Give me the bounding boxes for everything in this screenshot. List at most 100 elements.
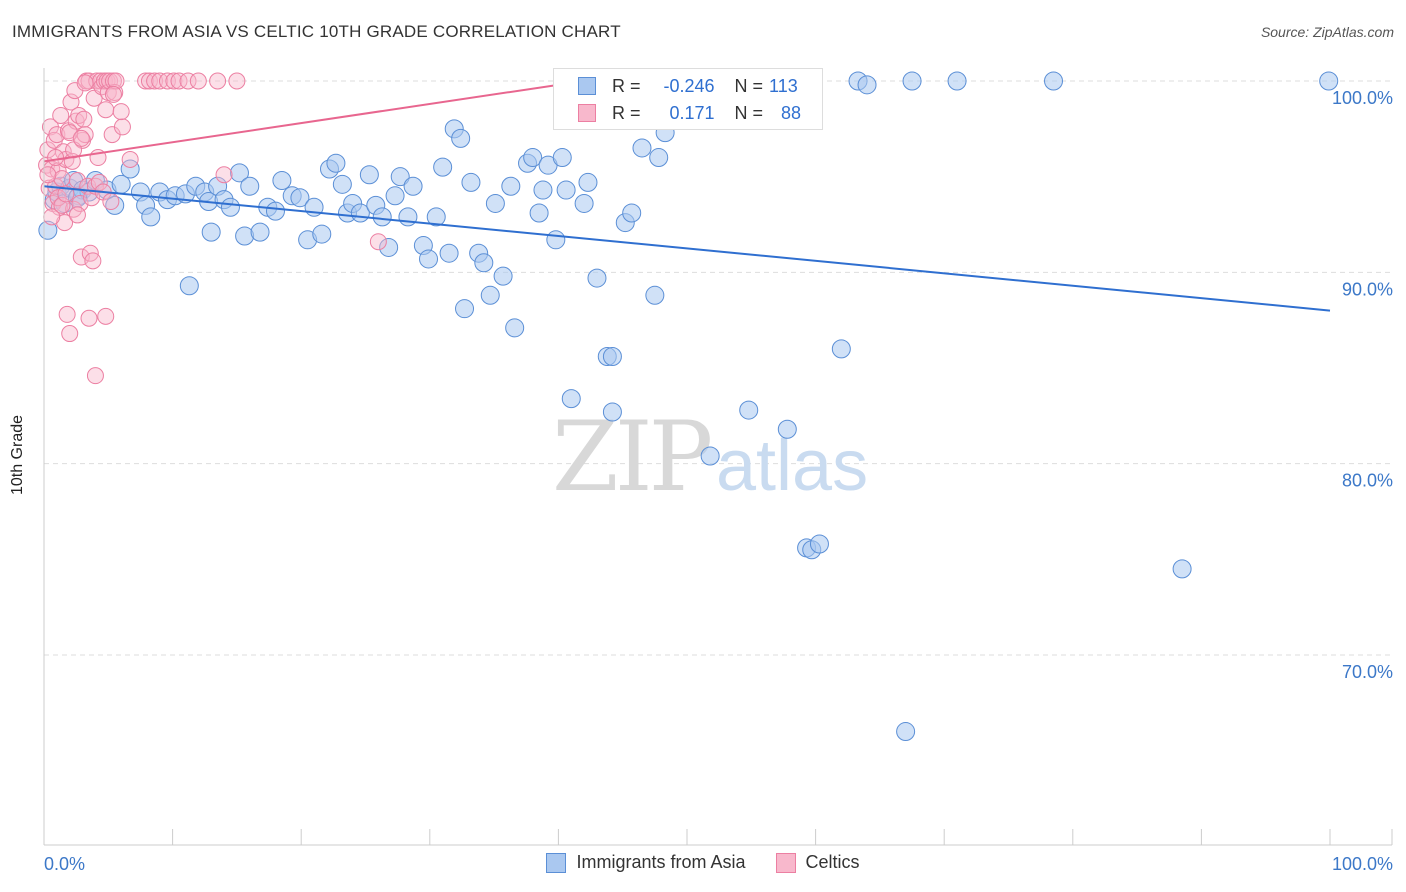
y-tick-label: 70.0% — [1342, 662, 1393, 682]
asia-point — [602, 347, 622, 367]
celtic-point — [39, 166, 57, 184]
stats-legend: R = -0.246 N = 113 R = 0.171 N = 88 — [553, 68, 823, 130]
legend-n-label: N = — [734, 102, 764, 123]
asia-point — [433, 157, 453, 177]
asia-point — [390, 167, 410, 187]
celtic-point — [62, 93, 80, 111]
celtic-point — [102, 193, 120, 211]
asia-point — [419, 249, 439, 269]
asia-point — [533, 180, 553, 200]
celtic-trend-line — [43, 80, 585, 163]
celtic-point — [58, 305, 76, 323]
legend-swatch-asia — [578, 77, 596, 95]
asia-point — [240, 176, 260, 196]
asia-point — [1044, 71, 1064, 91]
asia-point — [229, 163, 249, 183]
asia-point — [312, 224, 332, 244]
asia-point — [896, 722, 916, 742]
celtic-point — [76, 74, 94, 92]
asia-point — [574, 193, 594, 213]
celtic-point — [121, 150, 139, 168]
asia-point — [120, 159, 140, 179]
asia-point — [451, 128, 471, 148]
chart-title: IMMIGRANTS FROM ASIA VS CELTIC 10TH GRAD… — [12, 22, 621, 41]
celtic-point — [47, 149, 65, 167]
asia-point — [461, 172, 481, 192]
asia-point — [587, 268, 607, 288]
asia-point — [474, 253, 494, 273]
trend-lines — [43, 80, 1331, 312]
celtic-point — [72, 129, 90, 147]
legend-item-celtics[interactable]: Celtics — [775, 852, 860, 873]
asia-point — [379, 237, 399, 257]
asia-point — [523, 148, 543, 168]
celtic-point — [369, 233, 387, 251]
legend-r-label: R = — [612, 75, 641, 96]
legend-label-celtics: Celtics — [805, 852, 860, 872]
celtic-point — [75, 110, 93, 128]
asia-point — [1172, 559, 1192, 579]
asia-point — [290, 188, 310, 208]
asia-point — [250, 222, 270, 242]
celtic-point — [80, 309, 98, 327]
celtic-point — [97, 307, 115, 325]
asia-point — [556, 180, 576, 200]
legend-swatch-celtic — [578, 104, 596, 122]
legend-r-label: R = — [612, 102, 641, 123]
asia-point — [439, 243, 459, 263]
asia-point — [546, 230, 566, 250]
watermark-zip: ZIP — [552, 401, 711, 513]
celtic-point — [140, 72, 158, 90]
axis-layer: 100.0% 90.0% 80.0% 70.0% 0.0% 100.0% — [43, 68, 1393, 874]
asia-point — [902, 71, 922, 91]
celtic-point — [179, 72, 197, 90]
series-legend: Immigrants from Asia Celtics — [0, 852, 1406, 873]
asia-point — [485, 193, 505, 213]
legend-row-celtic: R = 0.171 N = 88 — [578, 100, 801, 126]
chart-source: Source: ZipAtlas.com — [1260, 24, 1394, 40]
watermark-atlas: atlas — [716, 426, 868, 506]
asia-point — [326, 153, 346, 173]
asia-point — [398, 207, 418, 227]
celtic-point — [170, 72, 188, 90]
legend-swatch-asia — [546, 852, 567, 873]
asia-point — [141, 207, 161, 227]
celtic-point — [228, 72, 246, 90]
celtic-point — [189, 72, 207, 90]
legend-n-label: N = — [734, 75, 764, 96]
asia-point — [493, 266, 513, 286]
asia-point — [645, 285, 665, 305]
asia-point — [501, 176, 521, 196]
celtic-point — [61, 325, 79, 343]
celtic-point — [86, 367, 104, 385]
legend-label-asia: Immigrants from Asia — [576, 852, 746, 872]
asia-point — [529, 203, 549, 223]
asia-point — [38, 220, 58, 240]
legend-item-asia[interactable]: Immigrants from Asia — [546, 852, 746, 873]
asia-point — [602, 402, 622, 422]
asia-point — [265, 201, 285, 221]
celtic-point — [57, 185, 75, 203]
celtic-point — [112, 103, 130, 121]
asia-point — [426, 207, 446, 227]
celtic-point — [49, 189, 67, 207]
asia-point — [632, 138, 652, 158]
celtic-point — [53, 170, 71, 188]
celtic-point — [68, 206, 86, 224]
celtic-point — [146, 72, 164, 90]
celtic-point — [137, 72, 155, 90]
celtic-point — [97, 101, 115, 119]
asia-point — [332, 174, 352, 194]
legend-row-asia: R = -0.246 N = 113 — [578, 73, 798, 99]
asia-point — [857, 75, 877, 95]
asia-point — [480, 285, 500, 305]
asia-point — [700, 446, 720, 466]
asia-point — [505, 318, 525, 338]
legend-n-value: 113 — [769, 75, 798, 96]
celtic-point — [107, 72, 125, 90]
asia-point — [552, 148, 572, 168]
y-tick-label: 80.0% — [1342, 471, 1393, 491]
asia-point — [561, 389, 581, 409]
asia-point — [777, 419, 797, 439]
asia-point — [272, 170, 292, 190]
